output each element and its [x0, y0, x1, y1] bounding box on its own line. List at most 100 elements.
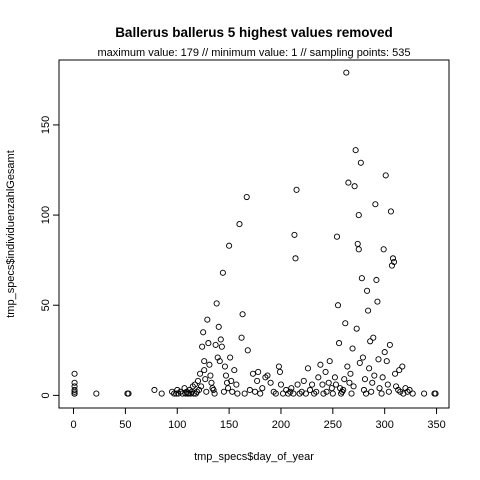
data-point — [293, 186, 300, 193]
data-point — [329, 390, 336, 397]
x-tick-label: 350 — [427, 419, 445, 431]
chart-title: Ballerus ballerus 5 highest values remov… — [115, 25, 393, 40]
x-tick-label: 150 — [220, 419, 238, 431]
data-point — [322, 368, 329, 375]
data-point — [71, 379, 78, 386]
x-tick-label: 200 — [272, 419, 290, 431]
data-point — [210, 386, 217, 394]
data-point — [71, 370, 78, 377]
data-point — [71, 388, 78, 395]
y-tick-label: 150 — [40, 116, 52, 134]
data-point — [334, 302, 342, 309]
data-point — [343, 69, 350, 76]
data-point — [347, 370, 354, 377]
data-point — [399, 363, 406, 370]
data-point — [382, 172, 389, 179]
x-tick-label: 100 — [168, 419, 186, 431]
data-point — [320, 390, 327, 397]
data-point — [353, 325, 360, 332]
data-point — [93, 390, 100, 397]
data-point — [369, 379, 376, 386]
data-point — [331, 374, 338, 381]
data-point — [350, 383, 357, 390]
data-point — [371, 372, 378, 379]
data-point — [323, 388, 330, 395]
data-point — [207, 372, 214, 379]
data-point — [387, 208, 394, 215]
data-point — [194, 377, 202, 385]
data-point — [71, 390, 78, 397]
data-point — [190, 390, 197, 397]
data-point — [200, 329, 207, 336]
data-point — [198, 383, 205, 390]
data-point — [246, 386, 253, 394]
data-point — [125, 390, 132, 397]
data-point — [361, 376, 369, 383]
data-point — [374, 298, 381, 305]
data-point — [383, 358, 390, 365]
x-tick-label: 0 — [70, 419, 76, 431]
data-point — [174, 386, 181, 394]
data-point — [379, 374, 386, 381]
data-point — [272, 390, 279, 397]
y-tick-label: 0 — [40, 392, 52, 398]
y-axis: 0 50 100 150 — [40, 116, 60, 398]
data-point — [375, 356, 382, 363]
y-tick-label: 100 — [40, 206, 52, 224]
data-point — [376, 385, 383, 392]
data-point — [396, 367, 403, 374]
x-tick-label: 250 — [324, 419, 342, 431]
data-point — [231, 367, 238, 374]
data-point — [171, 390, 178, 397]
data-point — [197, 370, 204, 377]
data-point — [336, 340, 343, 347]
data-point — [355, 246, 362, 253]
data-point — [313, 388, 320, 395]
x-axis: 0 50 100 150 200 250 300 350 — [70, 407, 446, 431]
data-point — [348, 390, 355, 397]
data-point — [384, 381, 391, 388]
data-point — [255, 368, 262, 375]
data-point — [333, 233, 341, 240]
data-point — [309, 381, 316, 388]
data-point — [244, 347, 251, 354]
data-point — [264, 372, 271, 379]
data-point — [204, 316, 211, 323]
data-point — [306, 386, 314, 394]
data-point — [356, 359, 363, 366]
data-point — [344, 363, 351, 370]
data-point — [345, 179, 352, 186]
data-point — [332, 381, 339, 388]
data-point — [358, 275, 365, 282]
data-point — [373, 276, 380, 284]
data-point — [341, 376, 348, 383]
data-point — [216, 358, 223, 365]
data-point — [366, 365, 373, 372]
data-point — [319, 381, 326, 388]
data-point — [229, 388, 236, 395]
data-point — [201, 358, 208, 365]
data-point — [357, 159, 364, 166]
x-tick-label: 50 — [119, 419, 131, 431]
chart-subtitle: maximum value: 179 // minimum value: 1 /… — [97, 47, 410, 59]
data-point — [205, 340, 212, 347]
data-point — [215, 323, 222, 330]
data-point — [378, 390, 385, 397]
data-point — [291, 231, 298, 238]
data-point — [201, 367, 208, 374]
data-point — [386, 341, 393, 348]
data-point — [277, 381, 285, 388]
data-point — [315, 374, 322, 381]
data-point — [340, 386, 347, 394]
x-tick-label: 300 — [376, 419, 394, 431]
data-point — [342, 320, 349, 327]
y-tick-label: 50 — [40, 299, 52, 311]
data-point — [225, 385, 232, 392]
data-point — [385, 388, 392, 395]
data-point — [362, 390, 370, 397]
data-point — [365, 307, 372, 314]
data-point — [249, 370, 257, 377]
data-point — [228, 377, 235, 385]
data-point — [220, 388, 227, 395]
plot-frame — [58, 59, 450, 409]
